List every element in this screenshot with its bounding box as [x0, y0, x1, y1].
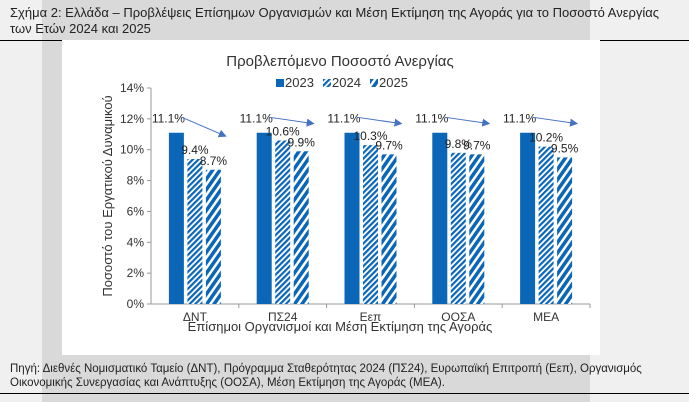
- bar-2023: [520, 132, 536, 304]
- trend-arrow: [533, 116, 579, 127]
- y-tick-label: 4%: [127, 235, 145, 249]
- bar-2024: [363, 145, 378, 304]
- bar-2025: [557, 157, 573, 304]
- bar-2025: [469, 154, 485, 304]
- x-tick-label: ΔΝΤ: [183, 310, 208, 324]
- y-tick-label: 0%: [127, 297, 145, 311]
- data-label: 9.9%: [288, 135, 316, 149]
- legend: 2023 2024 2025: [276, 75, 408, 90]
- data-label: 10.2%: [529, 131, 563, 145]
- y-tick-label: 2%: [127, 266, 145, 280]
- bar-2023: [168, 132, 184, 304]
- trend-arrow: [445, 116, 491, 127]
- data-label: 9.8%: [445, 137, 473, 151]
- bar-2024: [450, 152, 466, 304]
- data-label: 9.7%: [375, 138, 403, 152]
- legend-swatch: [370, 79, 378, 87]
- legend-swatch: [276, 79, 284, 87]
- x-tick-label: Εεπ: [360, 310, 382, 324]
- legend-label: 2025: [379, 75, 408, 90]
- y-tick-label: 8%: [127, 174, 145, 188]
- source-note: Πηγή: Διεθνές Νομισματικό Ταμείο (ΔΝΤ), …: [10, 363, 642, 389]
- divider: [600, 40, 689, 41]
- bar-2023: [344, 132, 360, 304]
- bar-2024: [275, 140, 291, 304]
- data-label: 10.3%: [353, 129, 387, 143]
- bar-2025: [205, 169, 221, 304]
- data-label: 11.1%: [240, 112, 273, 126]
- x-axis-label: Επίσημοι Οργανισμοί και Μέση Εκτίμηση τη…: [188, 319, 493, 334]
- y-tick-label: 12%: [120, 112, 144, 126]
- data-label: 11.1%: [415, 112, 448, 126]
- data-label: 9.5%: [551, 141, 579, 155]
- data-label: 10.6%: [266, 124, 300, 138]
- trend-arrow: [181, 116, 227, 138]
- data-label: 11.1%: [503, 112, 536, 126]
- trend-arrow: [269, 116, 315, 127]
- x-tick-label: ΜΕΑ: [533, 310, 559, 324]
- data-label: 11.1%: [327, 112, 360, 126]
- bar-2023: [432, 132, 448, 304]
- y-tick-label: 6%: [127, 204, 145, 218]
- bar-2023: [256, 132, 272, 304]
- x-tick-label: ΟΟΣΑ: [441, 310, 475, 324]
- y-axis-label: Ποσοστό του Εργατικού Δυναμικού: [100, 95, 115, 296]
- bar-2024: [538, 146, 554, 304]
- data-label: 11.1%: [152, 112, 185, 126]
- data-label: 8.7%: [200, 154, 228, 168]
- legend-swatch: [323, 79, 331, 87]
- divider: [0, 393, 689, 394]
- divider: [0, 40, 62, 41]
- trend-arrow: [357, 116, 403, 127]
- bar-2025: [293, 151, 309, 304]
- bar-2024: [187, 158, 203, 304]
- y-tick-label: 10%: [120, 143, 144, 157]
- y-tick-label: 14%: [120, 81, 144, 95]
- chart-title: Προβλεπόμενο Ποσοστό Ανεργίας: [226, 53, 453, 70]
- legend-label: 2023: [285, 75, 314, 90]
- data-label: 9.7%: [463, 138, 491, 152]
- data-label: 9.4%: [181, 143, 209, 157]
- legend-label: 2024: [332, 75, 361, 90]
- figure-title: Σχήμα 2: Ελλάδα – Προβλέψεις Επίσημων Ορ…: [10, 5, 660, 36]
- bar-2025: [381, 154, 397, 304]
- chart-area: [62, 40, 600, 355]
- x-tick-label: ΠΣ24: [268, 310, 298, 324]
